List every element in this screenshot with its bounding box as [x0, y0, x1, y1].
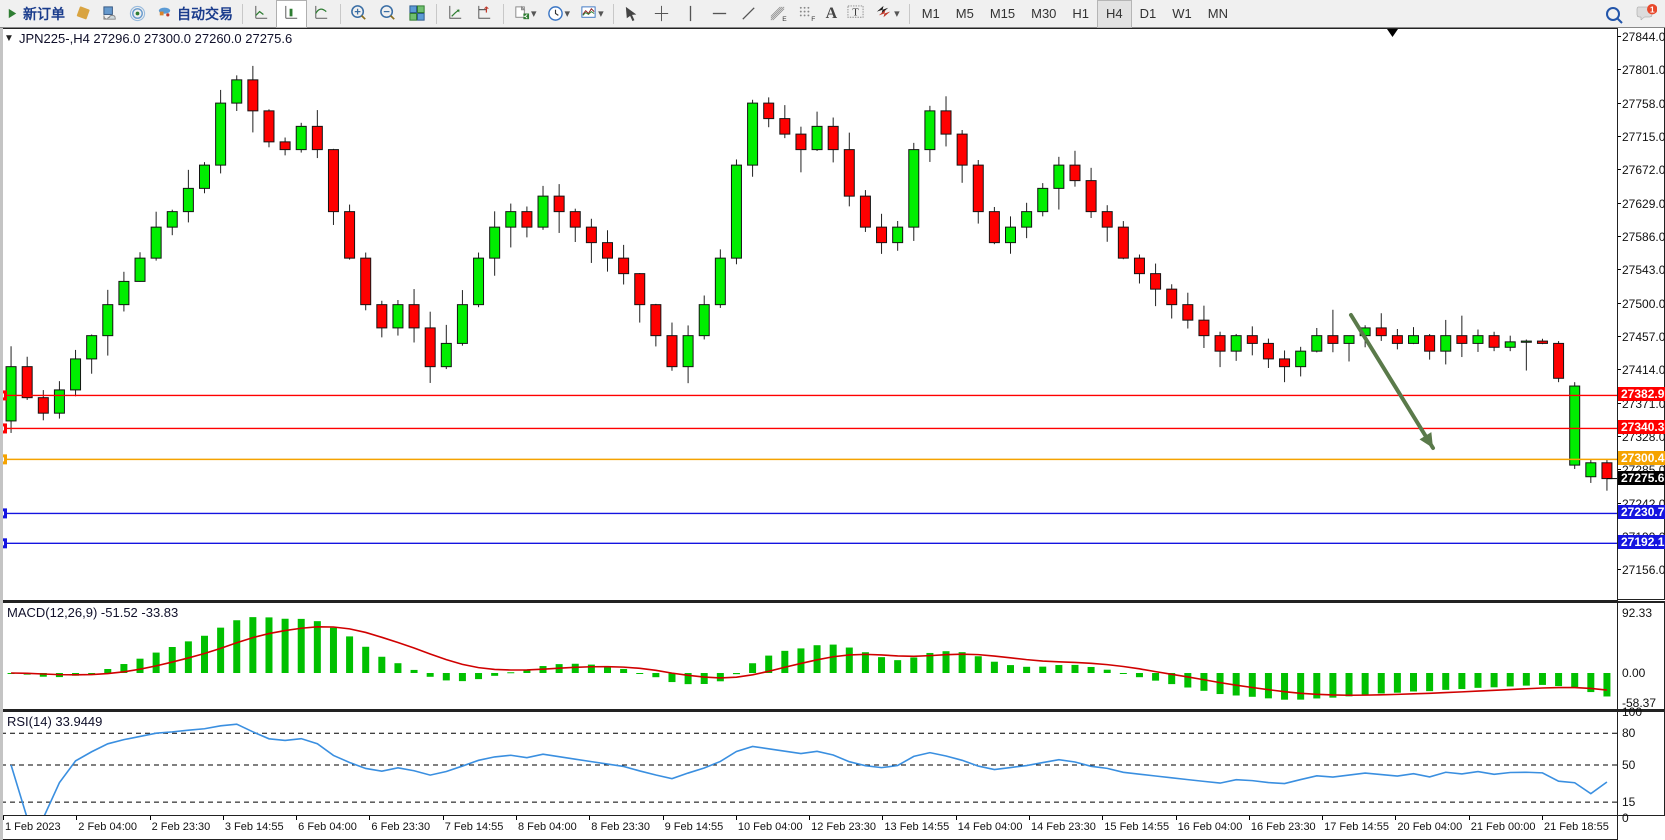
svg-text:1: 1	[1650, 4, 1655, 14]
svg-text:F: F	[811, 16, 815, 23]
svg-text:T: T	[852, 7, 859, 18]
svg-text:E: E	[782, 16, 787, 23]
